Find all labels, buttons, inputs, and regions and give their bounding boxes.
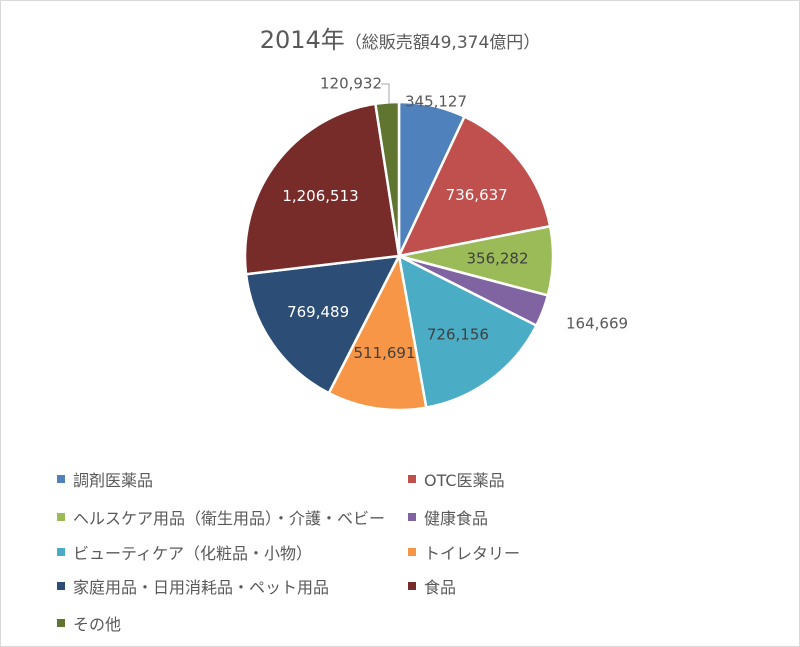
legend-item: ヘルスケア用品（衛生用品）・介護・ベビー	[57, 505, 385, 529]
pie-slice	[327, 254, 428, 412]
chart-title: 2014年	[259, 26, 345, 54]
legend-label: トイレタリー	[424, 544, 521, 563]
legend-swatch	[57, 619, 65, 627]
chart-title-block: 2014年（総販売額49,374億円）	[0, 20, 800, 55]
legend-item: 調剤医薬品	[57, 467, 153, 491]
legend-item: 家庭用品・日用消耗品・ペット用品	[57, 574, 329, 598]
legend-label: ヘルスケア用品（衛生用品）・介護・ベビー	[73, 509, 386, 528]
legend-swatch	[57, 513, 65, 521]
pie-slice	[397, 115, 552, 258]
legend-item: 健康食品	[408, 505, 488, 529]
legend-swatch	[408, 475, 416, 483]
legend-swatch	[57, 548, 65, 556]
legend-label: ビューティケア（化粧品・小物）	[73, 544, 313, 563]
leader-line	[381, 83, 390, 104]
legend-item: トイレタリー	[408, 540, 520, 564]
legend-label: OTC医薬品	[424, 471, 505, 490]
legend-swatch	[57, 475, 65, 483]
legend-item: 食品	[408, 574, 456, 598]
data-label: 736,637	[446, 186, 508, 204]
pie-slice	[243, 102, 401, 276]
pie-slice	[397, 254, 538, 409]
pie-slice	[244, 254, 401, 395]
data-label: 356,282	[466, 250, 528, 268]
data-label: 1,206,513	[282, 187, 358, 205]
legend-label: 家庭用品・日用消耗品・ペット用品	[73, 578, 330, 597]
legend-label: その他	[73, 615, 122, 634]
legend-item: その他	[57, 611, 121, 635]
legend-swatch	[408, 513, 416, 521]
legend-label: 調剤医薬品	[73, 471, 154, 490]
legend-item: ビューティケア（化粧品・小物）	[57, 540, 312, 564]
data-label: 511,691	[353, 344, 415, 362]
data-label: 164,669	[566, 315, 628, 333]
legend-item: OTC医薬品	[408, 467, 505, 491]
legend-swatch	[57, 582, 65, 590]
pie-slice	[374, 100, 401, 258]
legend-swatch	[408, 582, 416, 590]
data-label: 769,489	[287, 303, 349, 321]
chart-subtitle: （総販売額49,374億円）	[344, 33, 541, 53]
legend-swatch	[408, 548, 416, 556]
data-label: 726,156	[427, 326, 489, 344]
legend-label: 健康食品	[424, 509, 489, 528]
data-label: 120,932	[320, 75, 382, 93]
legend-label: 食品	[424, 578, 457, 597]
data-label: 345,127	[405, 93, 467, 111]
